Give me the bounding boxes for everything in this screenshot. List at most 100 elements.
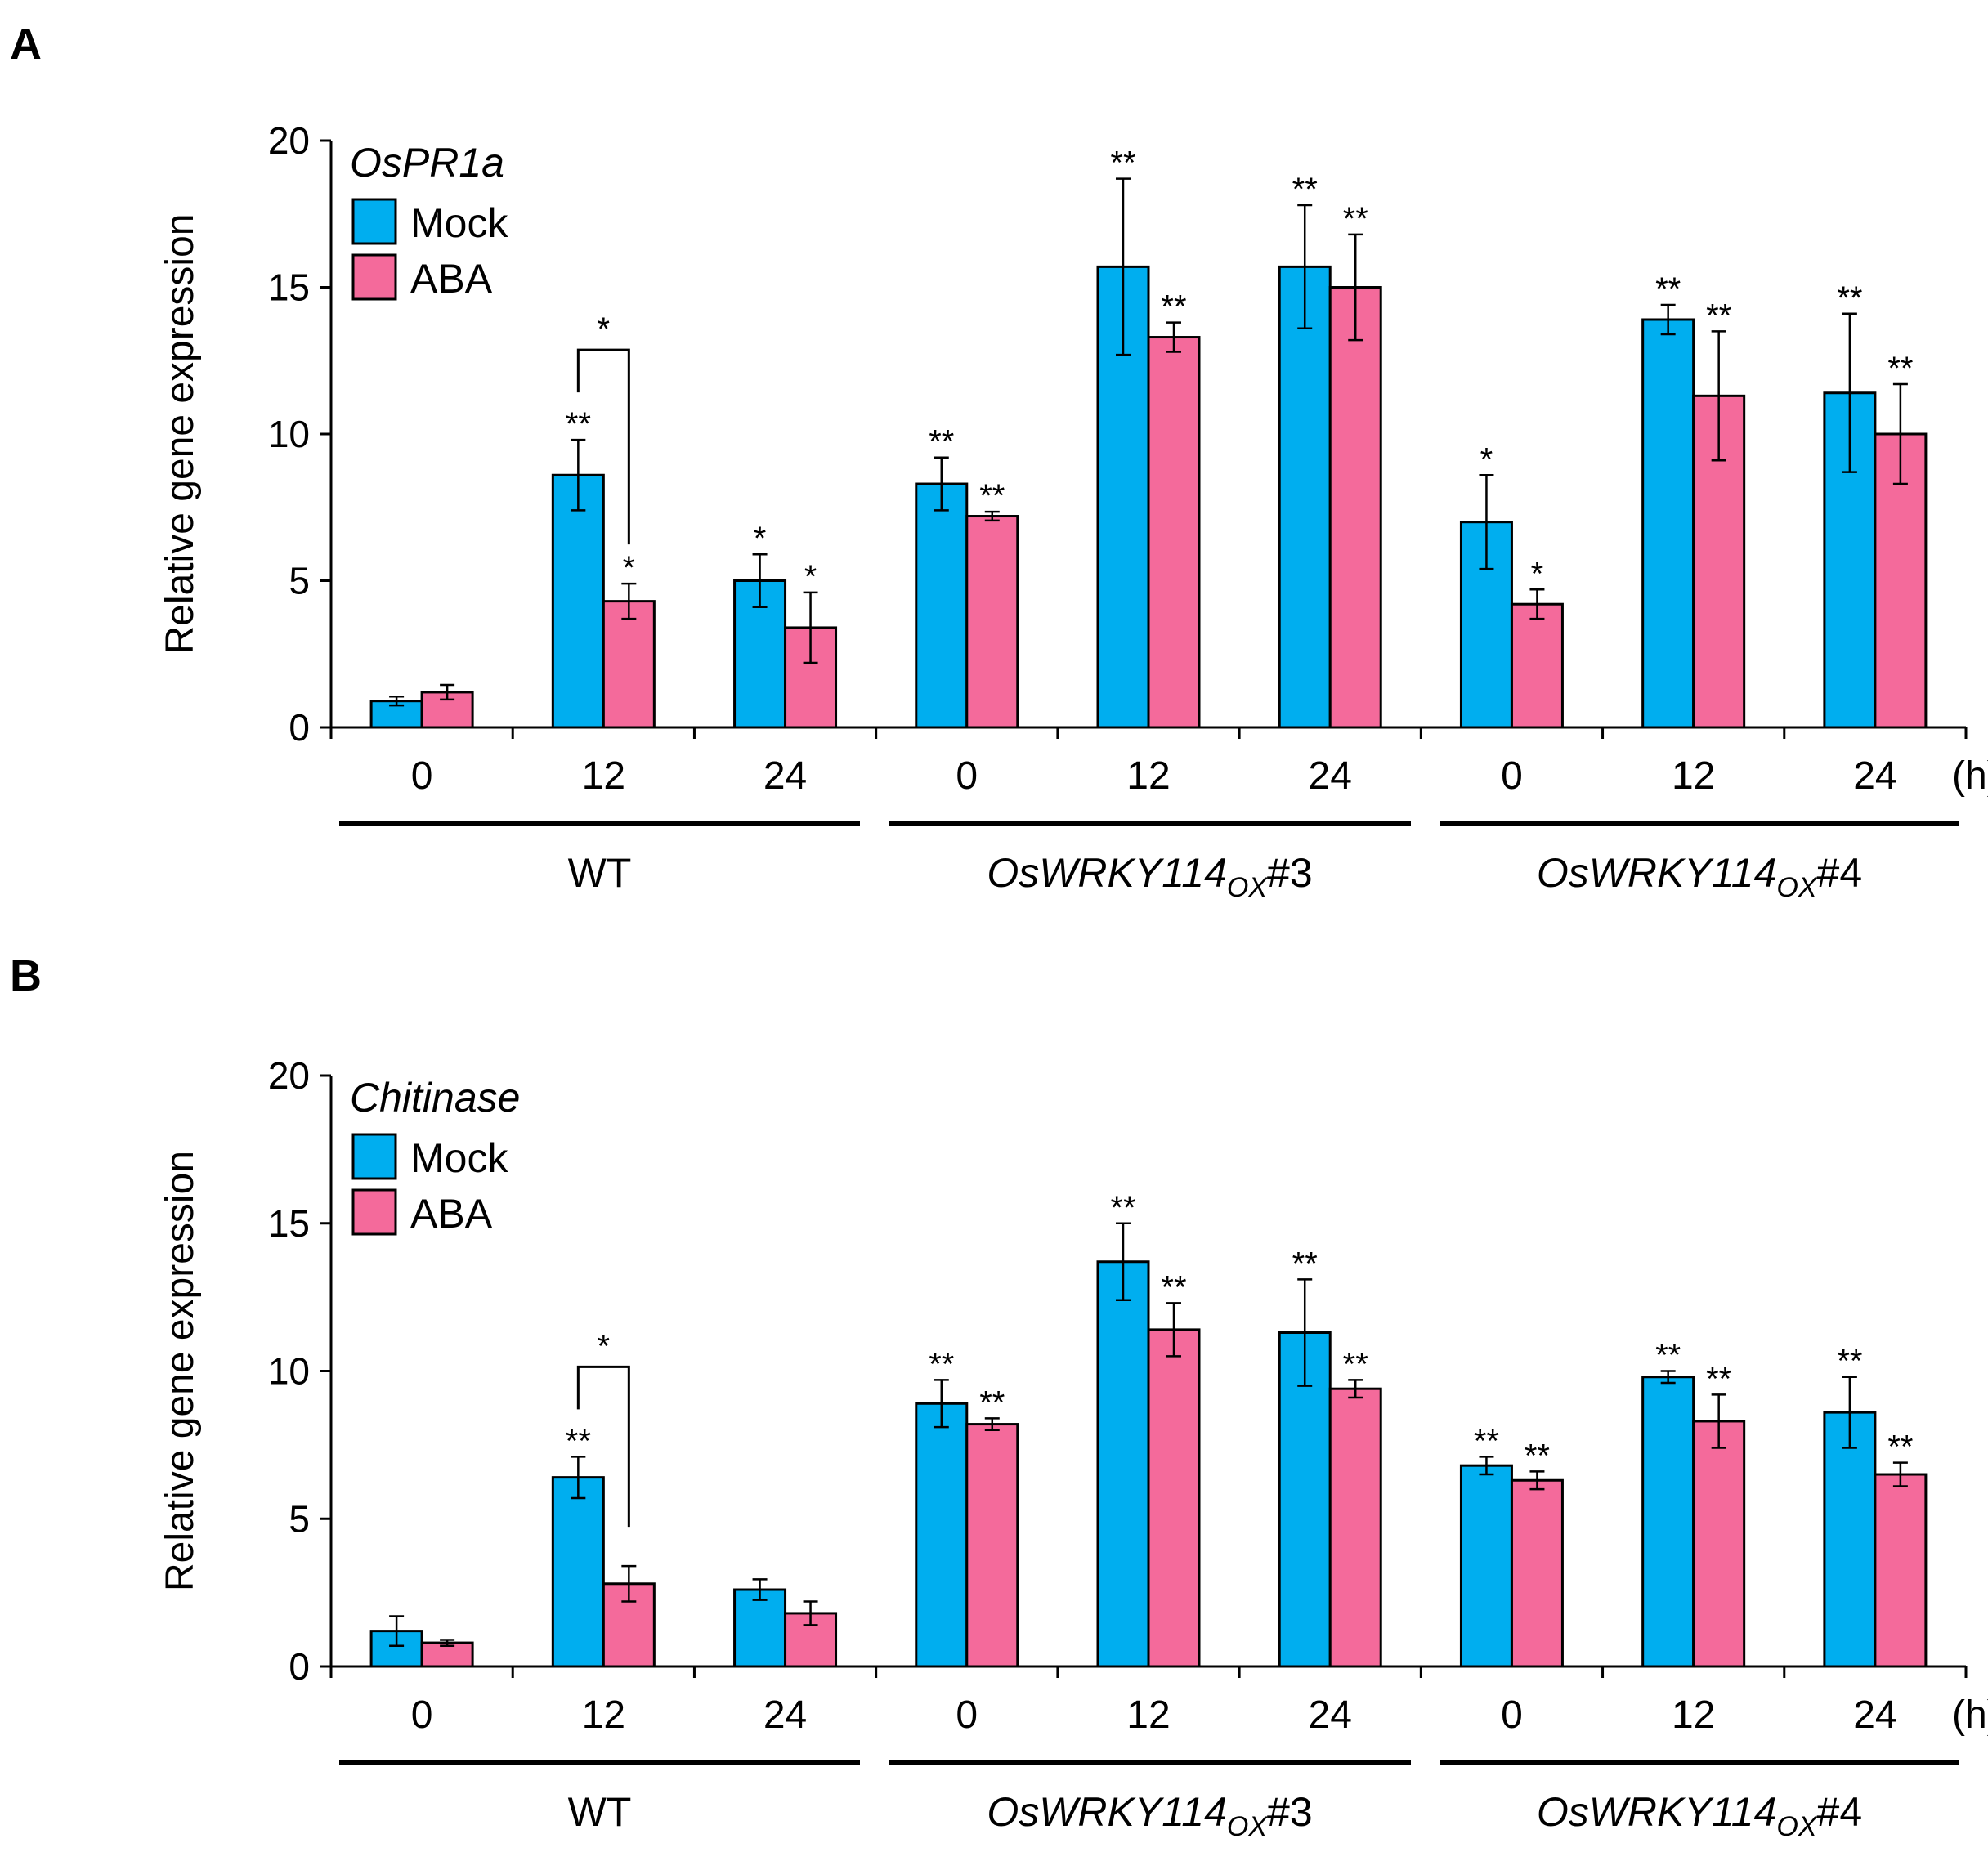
x-tick-label: 12: [1672, 754, 1715, 798]
bar-aba: [1147, 1328, 1201, 1668]
significance-label: **: [1292, 172, 1318, 208]
y-tick-label: 0: [289, 1645, 310, 1688]
significance-label: **: [1110, 145, 1135, 181]
bar-mock: [1641, 1376, 1695, 1668]
bar-mock: [915, 482, 969, 729]
x-tick-label: 24: [1853, 1693, 1896, 1737]
x-tick-label: 0: [411, 754, 433, 798]
y-tick-label: 5: [289, 1497, 310, 1540]
legend-swatch-mock: [351, 198, 397, 245]
bar-mock: [1459, 521, 1513, 729]
bar-aba: [1147, 336, 1201, 729]
x-tick-label: 0: [1501, 1693, 1523, 1737]
x-tick-label: 24: [763, 754, 807, 798]
bar-aba: [602, 600, 656, 729]
significance-label: **: [1706, 297, 1731, 333]
legend-label-mock: Mock: [410, 200, 508, 246]
panel-letter: A: [10, 20, 42, 69]
significance-label: **: [1474, 1423, 1499, 1459]
significance-label: **: [1887, 351, 1913, 387]
y-tick-label: 10: [268, 1350, 310, 1393]
x-tick-label: 24: [1309, 754, 1352, 798]
gene-name: Chitinase: [350, 1075, 520, 1121]
significance-label: **: [1655, 271, 1681, 307]
legend-swatch-aba: [351, 1188, 397, 1236]
significance-label: *: [804, 559, 817, 595]
significance-label: **: [566, 406, 591, 442]
bar-aba: [1874, 1473, 1928, 1668]
significance-label: **: [1525, 1438, 1550, 1474]
significance-label: **: [566, 1423, 591, 1459]
significance-label: **: [1292, 1246, 1318, 1282]
significance-label: **: [929, 1346, 954, 1382]
time-unit-label: (h): [1952, 754, 1988, 798]
significance-label: **: [1343, 201, 1368, 237]
group-label: OsWRKY114OX#3: [987, 850, 1312, 903]
bar-aba: [965, 515, 1019, 729]
significance-label: *: [623, 550, 636, 586]
significance-label: **: [979, 1385, 1005, 1420]
group-label: WT: [568, 850, 632, 896]
panel-letter: B: [10, 951, 42, 1000]
legend-label-aba: ABA: [410, 1191, 493, 1237]
legend-label-mock: Mock: [410, 1135, 508, 1181]
bar-mock: [1096, 1260, 1150, 1668]
y-tick-label: 0: [289, 706, 310, 749]
bar-aba: [1510, 602, 1564, 729]
x-tick-label: 24: [1309, 1693, 1352, 1737]
significance-label: **: [1343, 1346, 1368, 1382]
x-tick-label: 24: [1853, 754, 1896, 798]
x-tick-label: 0: [956, 754, 978, 798]
x-tick-label: 12: [1126, 1693, 1170, 1737]
bar-mock: [1459, 1464, 1513, 1668]
y-tick-label: 20: [268, 1054, 310, 1097]
significance-label: **: [1887, 1429, 1913, 1465]
significance-label: **: [1161, 1269, 1186, 1305]
bar-aba: [1692, 1420, 1746, 1668]
significance-label: *: [1531, 556, 1544, 592]
group-label: OsWRKY114OX#4: [1537, 1789, 1862, 1842]
x-tick-label: 0: [956, 1693, 978, 1737]
y-tick-label: 5: [289, 560, 310, 602]
bar-aba: [1328, 1387, 1382, 1668]
group-label: OsWRKY114OX#3: [987, 1789, 1312, 1842]
comparison-label: *: [598, 311, 611, 347]
comparison-label: *: [598, 1328, 611, 1364]
legend-swatch-aba: [351, 253, 397, 301]
x-tick-label: 12: [1672, 1693, 1715, 1737]
bar-mock: [1641, 318, 1695, 729]
x-tick-label: 12: [582, 754, 625, 798]
significance-label: **: [1655, 1338, 1681, 1374]
x-tick-label: 24: [763, 1693, 807, 1737]
significance-label: **: [929, 424, 954, 460]
significance-label: *: [1480, 441, 1493, 477]
significance-label: **: [1837, 1344, 1862, 1380]
significance-label: **: [1837, 280, 1862, 316]
bar-mock: [915, 1402, 969, 1668]
time-unit-label: (h): [1952, 1693, 1988, 1737]
legend-swatch-mock: [351, 1133, 397, 1180]
bar-aba: [1510, 1478, 1564, 1668]
gene-name: OsPR1a: [350, 140, 504, 186]
significance-label: **: [1110, 1190, 1135, 1226]
comparison-bracket: [576, 348, 630, 545]
significance-label: **: [1161, 289, 1186, 325]
y-tick-label: 15: [268, 1202, 310, 1245]
x-tick-label: 0: [411, 1693, 433, 1737]
significance-label: **: [979, 478, 1005, 514]
bar-aba: [1328, 286, 1382, 729]
y-tick-label: 10: [268, 413, 310, 455]
y-tick-label: 20: [268, 119, 310, 162]
y-axis-label: Relative gene expression: [159, 1151, 202, 1591]
group-label: WT: [568, 1789, 632, 1835]
y-tick-label: 15: [268, 266, 310, 309]
bar-mock: [1278, 265, 1332, 729]
bar-mock: [733, 1588, 787, 1668]
bar-aba: [965, 1423, 1019, 1668]
significance-label: **: [1706, 1361, 1731, 1397]
bar-mock: [1823, 1411, 1877, 1668]
panel-b: B 0 5 10 15 20 Relative gene expression 0 ** 12 24…: [10, 951, 1988, 1842]
bar-mock: [551, 473, 605, 729]
